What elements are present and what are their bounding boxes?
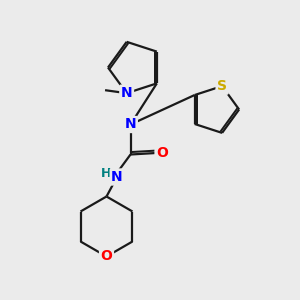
Text: S: S	[217, 79, 227, 93]
Text: O: O	[156, 146, 168, 160]
Text: H: H	[101, 167, 112, 180]
Text: O: O	[100, 250, 112, 263]
Text: N: N	[125, 118, 136, 131]
Text: N: N	[111, 170, 123, 184]
Text: N: N	[121, 86, 133, 100]
